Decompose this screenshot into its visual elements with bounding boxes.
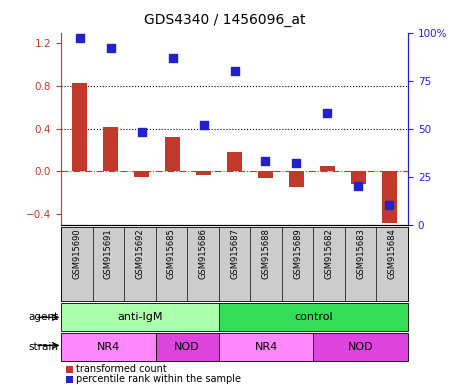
Bar [289, 171, 304, 187]
Text: GSM915690: GSM915690 [72, 228, 81, 279]
Bar [196, 171, 211, 174]
Text: GDS4340 / 1456096_at: GDS4340 / 1456096_at [144, 13, 306, 27]
Bar [72, 83, 87, 171]
Point [138, 129, 145, 136]
Point [262, 158, 269, 164]
Text: GSM915688: GSM915688 [262, 228, 271, 279]
Text: GSM915683: GSM915683 [356, 228, 365, 279]
Bar [165, 137, 180, 171]
Point [386, 202, 393, 209]
Text: GSM915689: GSM915689 [293, 228, 302, 279]
Text: percentile rank within the sample: percentile rank within the sample [76, 374, 242, 384]
Point [293, 160, 300, 166]
Text: NR4: NR4 [97, 342, 120, 352]
Text: GSM915684: GSM915684 [388, 228, 397, 279]
Text: GSM915692: GSM915692 [136, 228, 144, 279]
Bar [103, 126, 118, 171]
Point [169, 55, 176, 61]
Point [231, 68, 238, 74]
Text: GSM915687: GSM915687 [230, 228, 239, 279]
Text: anti-IgM: anti-IgM [117, 312, 163, 323]
Text: strain: strain [29, 342, 59, 352]
Text: NOD: NOD [348, 342, 373, 352]
Point [355, 183, 362, 189]
Bar [258, 171, 273, 178]
Bar [382, 171, 397, 222]
Text: NOD: NOD [174, 342, 200, 352]
Bar [134, 171, 149, 177]
Point [200, 122, 207, 128]
Text: control: control [294, 312, 333, 323]
Bar [320, 166, 335, 171]
Text: GSM915682: GSM915682 [325, 228, 333, 279]
Text: GSM915686: GSM915686 [198, 228, 207, 279]
Bar [227, 152, 242, 171]
Text: NR4: NR4 [254, 342, 278, 352]
Text: GSM915685: GSM915685 [167, 228, 176, 279]
Point [324, 110, 331, 116]
Text: agent: agent [29, 312, 59, 323]
Text: GSM915691: GSM915691 [104, 228, 113, 279]
Bar [351, 171, 366, 184]
Text: transformed count: transformed count [76, 364, 167, 374]
Point [107, 45, 114, 51]
Point [76, 35, 83, 41]
